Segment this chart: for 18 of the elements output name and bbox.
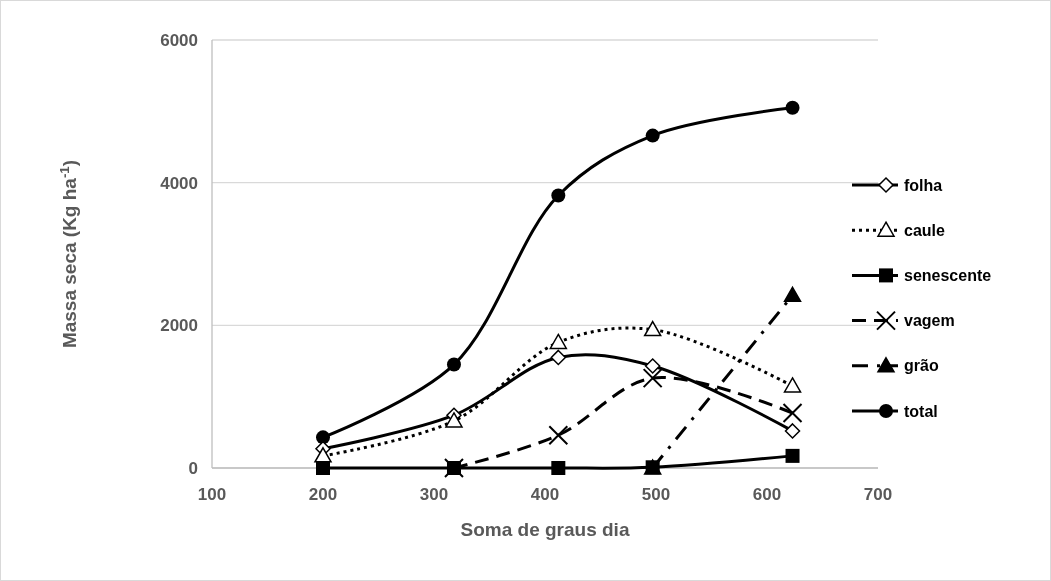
legend-label: total bbox=[904, 402, 938, 420]
legend-label: vagem bbox=[904, 312, 955, 330]
y-tick-label: 2000 bbox=[160, 316, 198, 336]
x-tick-label: 600 bbox=[752, 485, 782, 504]
y-tick-label: 4000 bbox=[160, 173, 198, 193]
x-tick-label: 100 bbox=[197, 485, 227, 504]
legend-label: folha bbox=[904, 176, 943, 194]
x-axis-title: Soma de graus dia bbox=[460, 519, 630, 540]
x-tick-label: 700 bbox=[863, 485, 893, 504]
y-tick-label: 0 bbox=[188, 458, 198, 478]
x-tick-label: 400 bbox=[530, 485, 560, 504]
x-tick-label: 300 bbox=[419, 485, 449, 504]
legend-label: grão bbox=[904, 357, 939, 375]
legend-label: caule bbox=[904, 221, 946, 239]
legend-label: senescente bbox=[904, 267, 992, 284]
y-tick-label: 6000 bbox=[160, 30, 198, 50]
x-tick-label: 500 bbox=[641, 485, 671, 504]
x-tick-label: 200 bbox=[308, 485, 338, 504]
